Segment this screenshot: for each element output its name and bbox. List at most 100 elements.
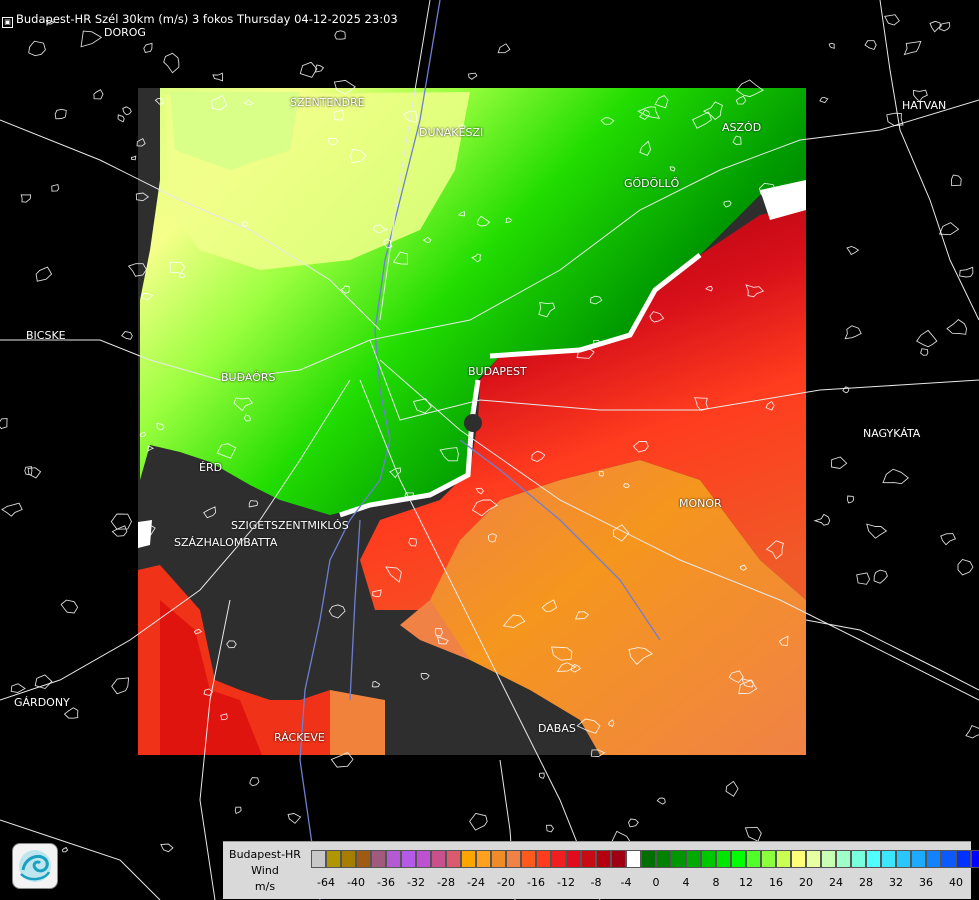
city-label: BUDAPEST	[468, 365, 527, 378]
legend-source: Budapest-HR	[229, 848, 301, 861]
settlement-outline	[546, 824, 555, 833]
legend-tick: 40	[949, 876, 963, 889]
settlement-outline	[735, 95, 747, 105]
settlement-outline	[93, 89, 104, 100]
settlement-outline	[20, 194, 32, 203]
settlement-outline	[576, 347, 595, 359]
settlement-outline	[241, 221, 249, 227]
settlement-outline	[135, 192, 150, 202]
settlement-outline	[538, 772, 545, 779]
settlement-outline	[488, 533, 498, 543]
settlement-outline	[130, 155, 137, 161]
settlement-outline	[856, 572, 871, 585]
settlement-outline	[249, 777, 260, 787]
legend-swatch	[401, 850, 416, 868]
settlement-outline	[723, 200, 732, 208]
settlement-outline	[24, 466, 33, 476]
legend-tick: 8	[712, 876, 720, 889]
legend-swatch	[566, 850, 581, 868]
settlement-outline	[632, 440, 649, 453]
settlement-outline	[340, 285, 350, 294]
legend-swatch	[551, 850, 566, 868]
legend-tick: -4	[620, 876, 632, 889]
settlement-outline	[110, 513, 133, 530]
radar-data	[138, 88, 806, 755]
settlement-outline	[233, 397, 254, 412]
settlement-outline	[628, 818, 639, 828]
settlement-outline	[702, 101, 723, 121]
settlement-outline	[903, 40, 922, 56]
legend-swatch	[326, 850, 341, 868]
legend-tick: -16	[527, 876, 545, 889]
settlement-outline	[436, 636, 449, 645]
settlement-outline	[639, 140, 652, 156]
settlement-outline	[744, 826, 762, 842]
settlement-outline	[333, 109, 345, 121]
city-label: GÁRDONY	[14, 696, 70, 709]
settlement-outline	[759, 182, 777, 199]
legend-swatch	[776, 850, 791, 868]
settlement-outline	[121, 331, 133, 340]
settlement-outline	[600, 117, 615, 125]
settlement-outline	[457, 210, 465, 217]
settlement-outline	[216, 443, 237, 459]
settlement-outline	[122, 106, 132, 116]
settlement-outline	[951, 174, 962, 187]
settlement-outline	[1, 502, 23, 517]
settlement-outline	[531, 450, 546, 462]
settlement-outline	[728, 670, 744, 684]
settlement-outline	[916, 329, 938, 348]
settlement-outline	[765, 540, 784, 560]
legend-swatch	[596, 850, 611, 868]
settlement-outline	[920, 348, 929, 356]
settlement-outline	[408, 537, 417, 547]
settlement-outline	[929, 20, 942, 33]
settlement-outline	[160, 843, 174, 853]
legend-swatch	[716, 850, 731, 868]
legend-swatch	[746, 850, 761, 868]
legend-swatch	[461, 850, 476, 868]
settlement-outline	[0, 418, 8, 430]
settlement-outline	[203, 506, 217, 519]
settlement-outline	[234, 806, 242, 815]
legend-swatch	[611, 850, 626, 868]
legend-tick: -12	[557, 876, 575, 889]
legend-tick: -40	[347, 876, 365, 889]
city-label: SZIGETSZENTMIKLÓS	[231, 519, 349, 532]
settlement-outline	[392, 251, 408, 265]
legend-swatch	[866, 850, 881, 868]
settlement-outline	[725, 780, 739, 797]
settlement-outline	[10, 683, 26, 693]
legend-swatch	[536, 850, 551, 868]
settlement-outline	[959, 266, 974, 278]
settlement-outline	[211, 95, 228, 111]
settlement-outline	[598, 471, 604, 477]
settlement-outline	[156, 422, 165, 431]
city-label: DUNAKESZI	[419, 126, 484, 139]
settlement-outline	[248, 500, 259, 508]
settlement-outline	[866, 523, 888, 539]
legend-tick: 28	[859, 876, 873, 889]
settlement-outline	[154, 97, 164, 105]
legend-unit: m/s	[254, 880, 276, 893]
city-label: BUDAÖRS	[221, 371, 276, 384]
legend-swatch	[476, 850, 491, 868]
settlement-outline	[163, 52, 180, 74]
settlement-outline	[505, 217, 513, 224]
settlement-outline	[389, 467, 402, 479]
legend-tick: -36	[377, 876, 395, 889]
settlement-outline	[334, 30, 346, 40]
legend-tick: -8	[590, 876, 602, 889]
settlement-outline	[613, 524, 630, 542]
settlement-outline	[819, 96, 829, 104]
settlement-outline	[383, 238, 393, 249]
settlement-outline	[80, 30, 103, 48]
legend-swatch	[491, 850, 506, 868]
settlement-outline	[778, 635, 789, 647]
settlement-outline	[828, 42, 835, 49]
city-label: MONOR	[679, 497, 722, 510]
settlement-outline	[590, 295, 603, 305]
legend-swatch	[791, 850, 806, 868]
settlement-outline	[649, 311, 665, 323]
